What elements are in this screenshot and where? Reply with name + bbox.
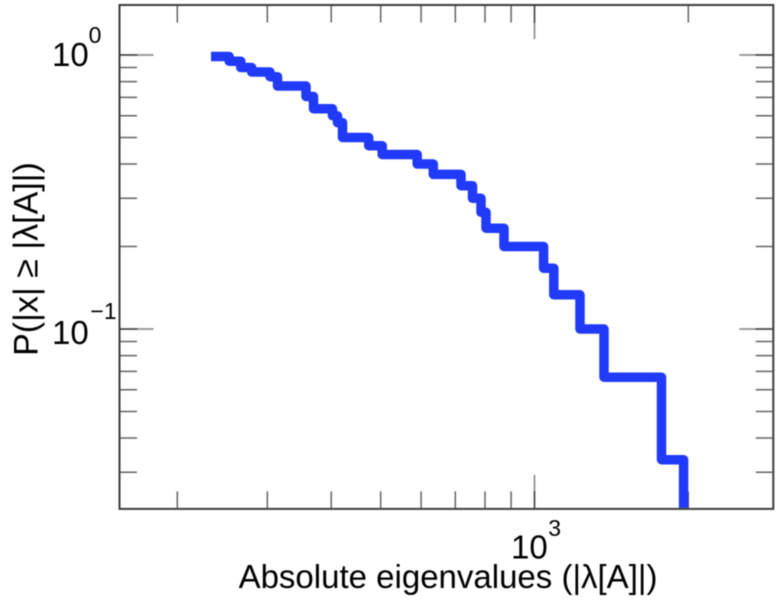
svg-text:10: 10 [52,314,89,351]
svg-text:3: 3 [548,515,561,541]
svg-text:P(|x| ≥ |λ[A]|): P(|x| ≥ |λ[A]|) [8,162,46,356]
svg-text:Absolute eigenvalues (|λ[A]|): Absolute eigenvalues (|λ[A]|) [239,558,658,595]
svg-text:10: 10 [511,529,548,566]
svg-text:−1: −1 [90,298,116,324]
svg-text:0: 0 [89,22,102,48]
svg-text:10: 10 [52,36,89,73]
